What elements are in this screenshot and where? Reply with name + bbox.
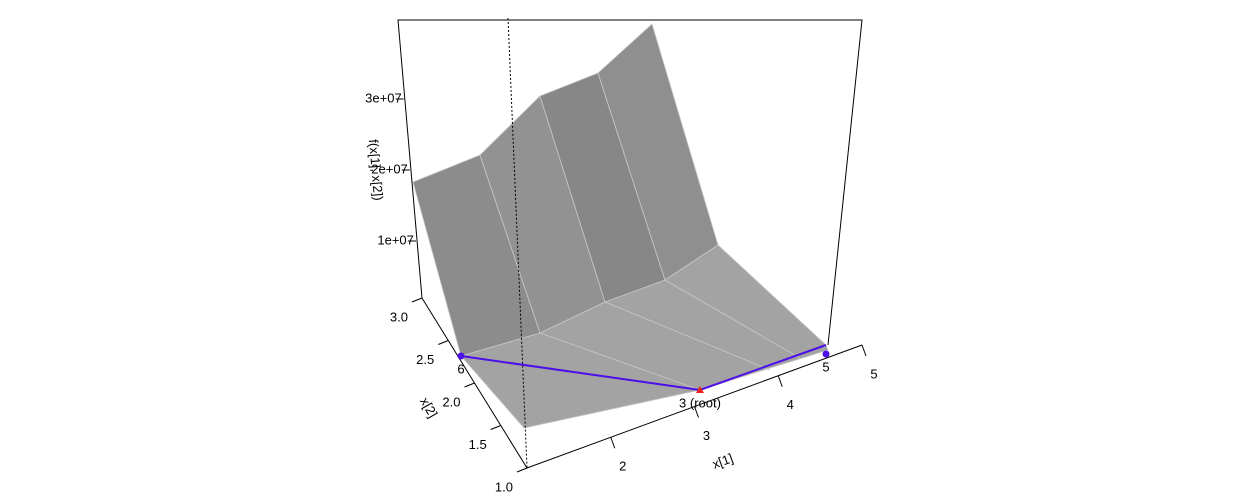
y-tick-label: 1.5 xyxy=(469,437,487,452)
annotation: 5 xyxy=(822,359,829,374)
x-tick-label: 2 xyxy=(619,459,626,474)
y-tick xyxy=(490,425,501,430)
surface xyxy=(412,23,829,429)
y-tick-label: 2.0 xyxy=(442,394,460,409)
surface-edge xyxy=(539,332,701,391)
x-tick xyxy=(610,437,616,449)
x-axis-label: x[1] xyxy=(710,450,735,471)
y-tick xyxy=(438,340,449,345)
annotation: 6 xyxy=(457,361,464,376)
x-tick xyxy=(694,406,699,418)
box-edge xyxy=(397,19,863,346)
x-tick xyxy=(861,344,867,357)
y-tick xyxy=(411,297,423,303)
y-axis-label: x[2] xyxy=(417,395,440,421)
y-tick xyxy=(516,467,528,473)
x-tick xyxy=(777,375,783,387)
x-tick-label: 3 xyxy=(703,428,710,443)
y-tick-label: 1.0 xyxy=(495,479,513,494)
y-tick-label: 3.0 xyxy=(390,309,408,324)
surface-edge xyxy=(604,301,771,371)
y-tick-label: 2.5 xyxy=(416,352,434,367)
surface-facet xyxy=(597,23,719,281)
z-axis-label: f(x[1], x[2]) xyxy=(366,139,386,201)
x-tick-label: 4 xyxy=(787,397,794,412)
annotation: 3 (root) xyxy=(679,395,721,410)
box-hidden-edge xyxy=(507,17,528,469)
x-tick-label: 5 xyxy=(870,366,877,381)
root-marker xyxy=(696,386,704,393)
z-tick-label: 2e+07 xyxy=(371,161,408,176)
z-tick-label: 3e+07 xyxy=(365,90,402,105)
y-tick xyxy=(464,382,475,388)
z-tick-label: 1e+07 xyxy=(377,232,414,247)
point xyxy=(822,350,830,358)
point xyxy=(457,352,465,360)
surface-edge xyxy=(664,279,801,359)
